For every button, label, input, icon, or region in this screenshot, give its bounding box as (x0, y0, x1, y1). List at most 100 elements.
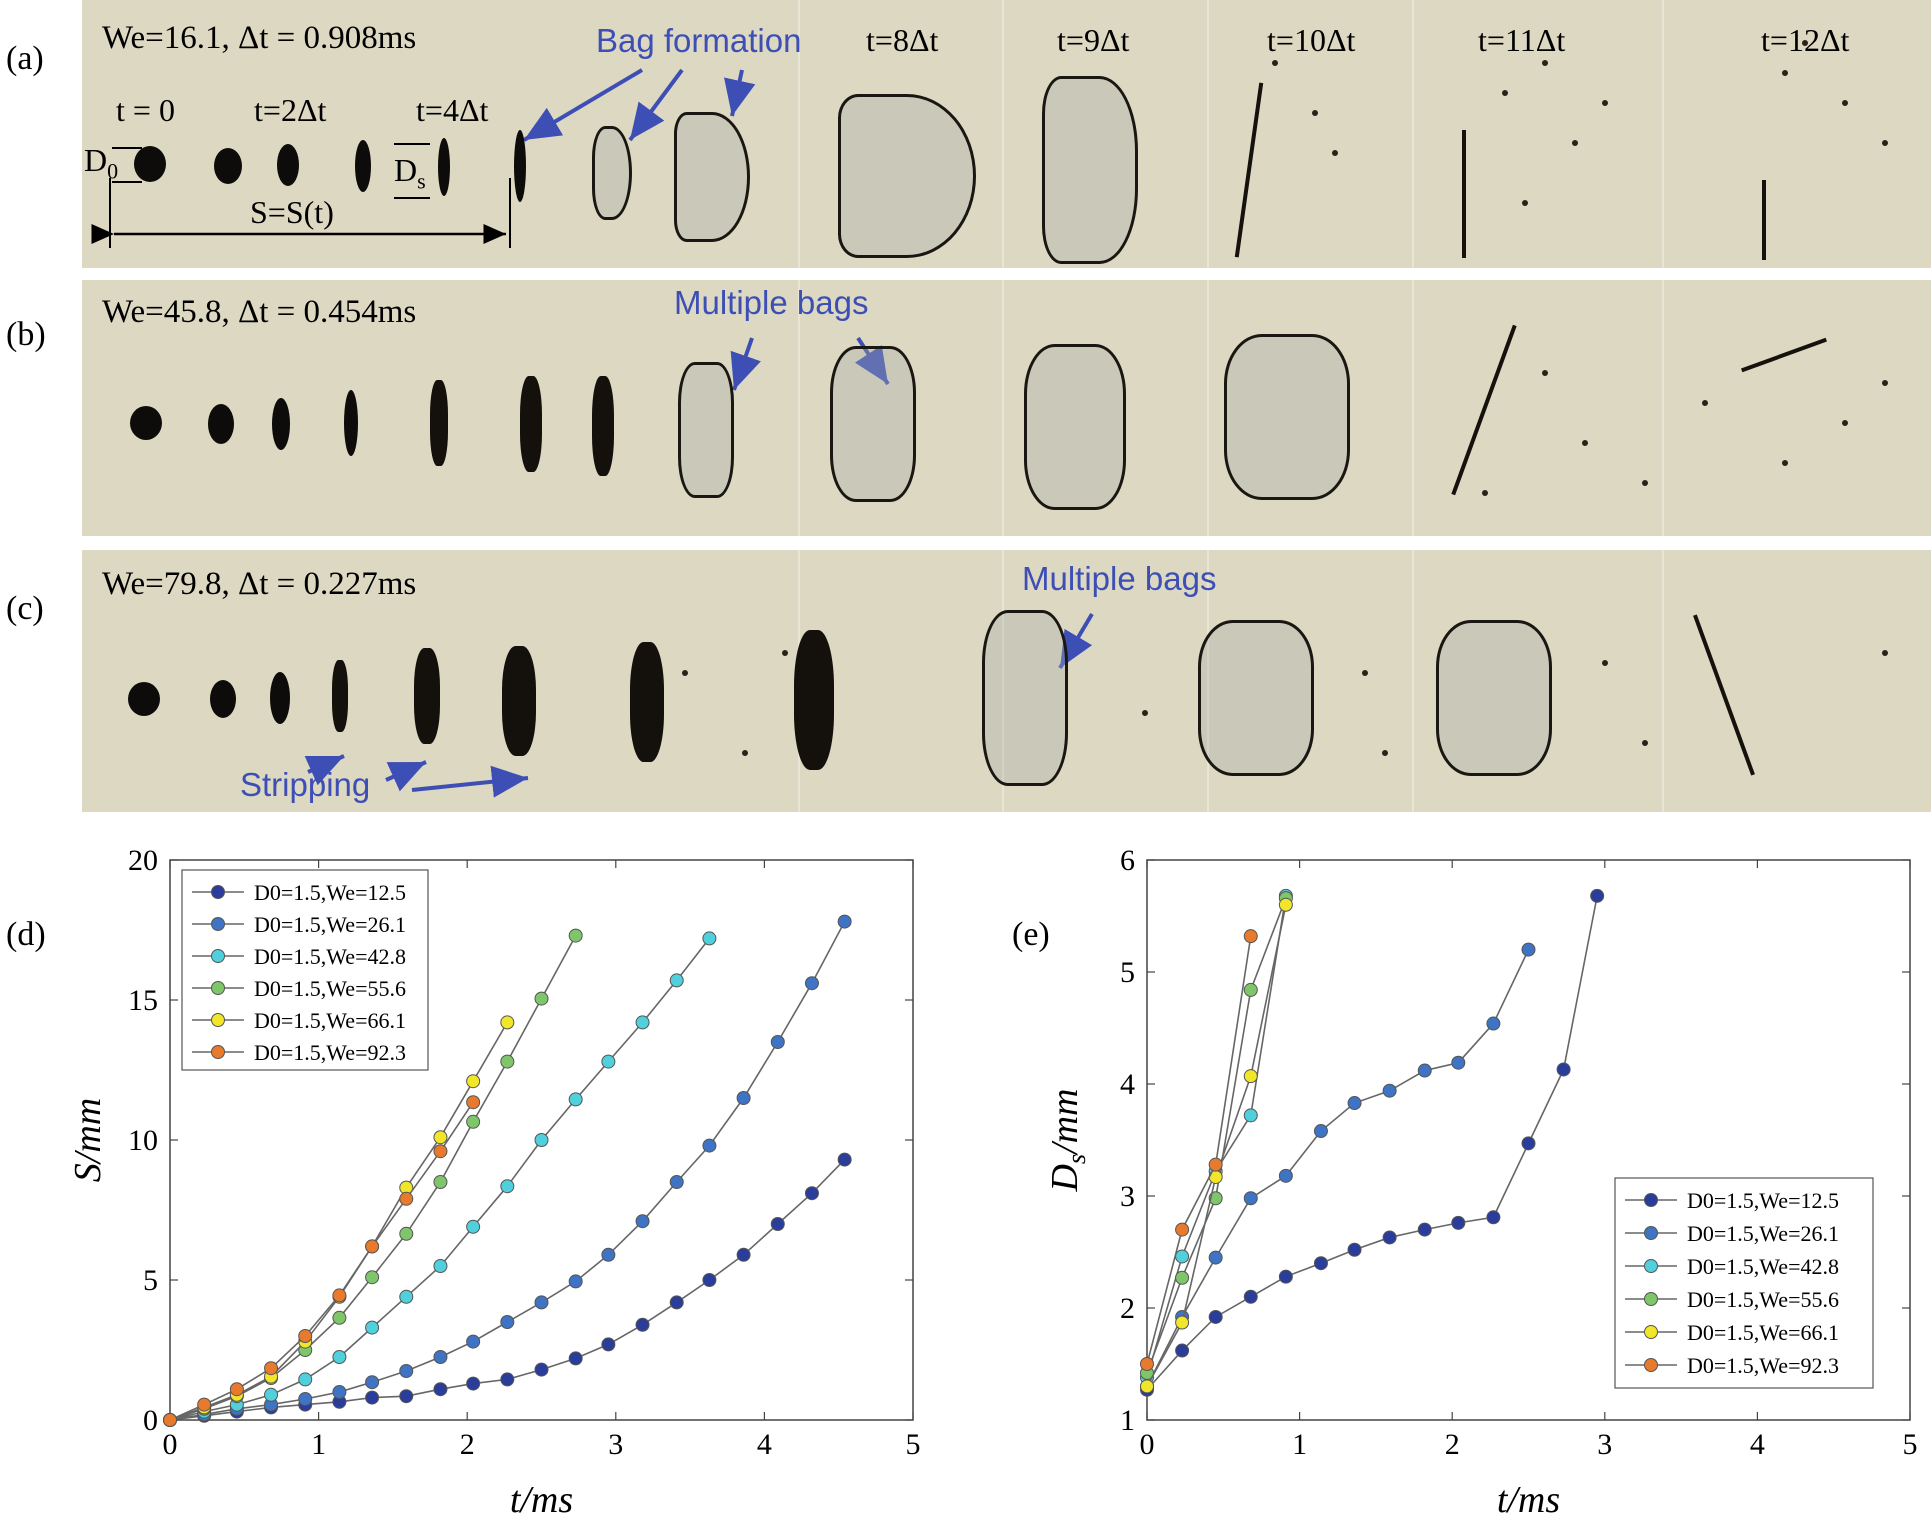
data-point (568, 1274, 583, 1289)
data-point (1486, 1016, 1501, 1031)
speck-droplet (1312, 110, 1318, 116)
x-axis-label: t/ms (1497, 1479, 1560, 1521)
image-strip-b: We=45.8, Δt = 0.454ms Multiple bags (82, 280, 1931, 536)
speck-droplet (1502, 90, 1508, 96)
data-point (466, 1074, 481, 1089)
data-point (399, 1289, 414, 1304)
legend-entry: D0=1.5,We=12.5 (254, 880, 406, 905)
speck-droplet (1882, 380, 1888, 386)
data-point (332, 1310, 347, 1325)
blob-b-7 (592, 376, 614, 476)
x-tick-label: 2 (1445, 1428, 1460, 1461)
image-strip-a: We=16.1, Δt = 0.908ms t = 0 t=2Δt t=4Δt … (82, 0, 1931, 268)
x-tick-label: 3 (1597, 1428, 1612, 1461)
time-label-t0: t = 0 (116, 92, 175, 128)
data-point (1451, 1055, 1466, 1070)
strip-b-overlay (730, 336, 890, 391)
data-point (1382, 1083, 1397, 1098)
data-point (1243, 1069, 1258, 1084)
legend-entry: D0=1.5,We=26.1 (1687, 1221, 1839, 1246)
data-point (298, 1329, 313, 1343)
data-point (433, 1350, 448, 1364)
data-point (332, 1385, 347, 1399)
legend-marker (211, 981, 225, 995)
speck-droplet (1582, 440, 1588, 446)
data-point (635, 1214, 650, 1229)
x-tick-label: 0 (1140, 1428, 1155, 1461)
data-point (500, 1372, 515, 1387)
bag-c-10 (1198, 620, 1314, 776)
data-point (736, 1247, 751, 1262)
data-point (1243, 982, 1258, 997)
time-label-t4: t=4Δt (416, 92, 489, 128)
data-point (1243, 1289, 1258, 1304)
time-label-t8: t=8Δt (866, 22, 939, 58)
data-point (534, 1133, 549, 1147)
time-label-t2: t=2Δt (254, 92, 327, 128)
ligament-frame-12 (1462, 130, 1466, 258)
data-point (1347, 1242, 1362, 1257)
data-point (601, 1247, 616, 1262)
y-tick-label: 5 (143, 1264, 158, 1297)
strip-title-b: We=45.8, Δt = 0.454ms (102, 294, 417, 330)
blob-b-6 (520, 376, 542, 472)
data-point (702, 1138, 717, 1153)
data-point (1347, 1096, 1362, 1111)
legend-marker (211, 949, 225, 963)
bag-frame-9 (838, 94, 976, 258)
legend-entry: D0=1.5,We=92.3 (254, 1040, 406, 1065)
legend-entry: D0=1.5,We=55.6 (1687, 1287, 1839, 1312)
data-point (433, 1144, 448, 1159)
data-point (1313, 1256, 1328, 1271)
data-point (399, 1226, 414, 1241)
x-tick-label: 5 (1903, 1428, 1918, 1461)
bag-b-11 (1224, 334, 1350, 500)
droplet-c-1 (128, 682, 160, 716)
droplet-b-1 (130, 406, 162, 440)
speck-droplet (1882, 140, 1888, 146)
data-point (837, 914, 852, 929)
data-point (1417, 1063, 1432, 1078)
data-point (770, 1217, 785, 1231)
speck-droplet (782, 650, 788, 656)
droplet-frame-1 (134, 146, 166, 182)
data-point (568, 928, 583, 943)
x-tick-label: 2 (460, 1428, 475, 1461)
y-axis-label: Ds/mm (1044, 1088, 1091, 1192)
data-point (534, 1362, 549, 1377)
data-point (1278, 1269, 1293, 1284)
speck-droplet (1542, 370, 1548, 376)
data-point (669, 1175, 684, 1189)
annotation-multiple-bags-b: Multiple bags (674, 284, 869, 321)
droplet-c-3 (270, 672, 290, 724)
data-point (365, 1320, 380, 1335)
panel-label-a: (a) (6, 40, 44, 77)
data-point (1243, 929, 1258, 944)
speck-droplet (1572, 140, 1578, 146)
data-point (568, 1351, 583, 1366)
series-line (169, 1101, 474, 1421)
series-line (1146, 949, 1530, 1387)
legend-marker (1644, 1226, 1658, 1240)
data-point (1313, 1124, 1328, 1139)
data-point (1175, 1249, 1190, 1264)
bag-c-9 (982, 610, 1068, 786)
blob-c-7 (630, 642, 664, 762)
data-point (500, 1179, 515, 1194)
x-tick-label: 4 (1750, 1428, 1765, 1461)
legend-marker (211, 1045, 225, 1059)
data-point (1556, 1062, 1571, 1077)
data-point (1175, 1270, 1190, 1285)
legend-entry: D0=1.5,We=66.1 (1687, 1320, 1839, 1345)
data-point (1382, 1230, 1397, 1245)
y-tick-label: 3 (1120, 1180, 1135, 1213)
data-point (1208, 1191, 1223, 1206)
droplet-b-3 (272, 398, 290, 450)
legend-marker (211, 1013, 225, 1027)
y-tick-label: 10 (128, 1124, 158, 1157)
panel-label-d: (d) (6, 916, 46, 953)
bag-frame-7 (592, 126, 632, 220)
time-label-t10: t=10Δt (1267, 22, 1356, 58)
droplet-frame-6 (514, 130, 526, 202)
chart-e-deformation: 0 1 2 3 4 5123456t/msDs/mmD0=1.5,We=12.5D0=1.… (1044, 844, 1918, 1521)
